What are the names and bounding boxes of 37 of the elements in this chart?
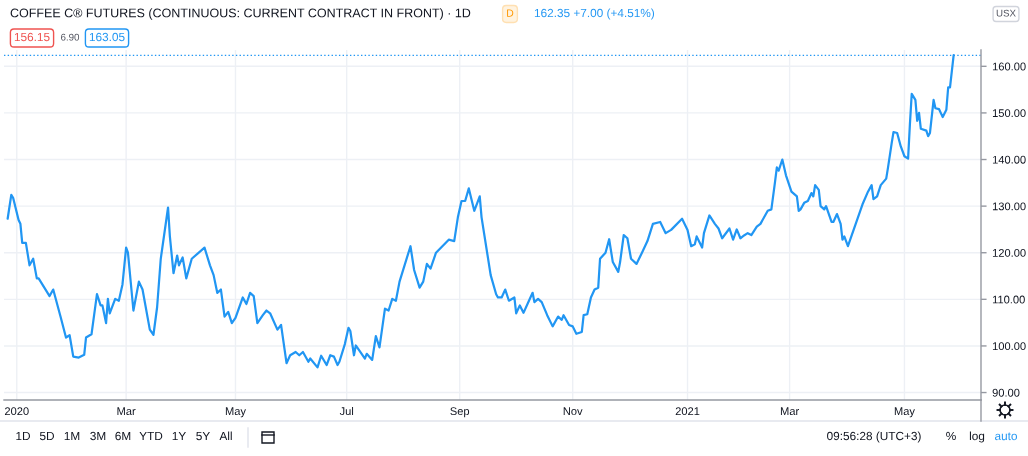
x-tick-label: Sep (450, 407, 470, 418)
x-tick-label: Mar (780, 407, 799, 416)
text: All (219, 431, 232, 441)
x-tick-label: May (225, 407, 246, 418)
text: 3M (90, 431, 106, 441)
x-tick-label: Jul (339, 406, 354, 416)
y-tick-label: 110.00 (992, 295, 1025, 304)
text: 1Y (172, 431, 186, 441)
text: 1D (16, 431, 30, 441)
x-tick-label: 2021 (675, 407, 700, 416)
text: log (969, 431, 985, 443)
text: 6M (115, 431, 131, 441)
text: 163.05 (89, 32, 125, 42)
x-tick-label: 2020 (4, 407, 29, 416)
y-tick-label: 160.00 (992, 62, 1026, 71)
text: 09:56:28 (UTC+3) (827, 431, 921, 443)
chart-subtitle: 162.35 +7.00 (+4.51%) (534, 8, 655, 20)
y-tick-label: 130.00 (992, 202, 1026, 211)
y-tick-label: 120.00 (992, 249, 1026, 257)
y-tick-label: 100.00 (992, 342, 1026, 351)
text: % (946, 431, 956, 441)
text: 5Y (196, 431, 210, 441)
x-tick-label: Mar (117, 407, 136, 416)
text: 1M (64, 431, 80, 441)
text: auto (995, 432, 1017, 441)
y-tick-label: 150.00 (992, 109, 1026, 118)
chart-title: COFFEE C® FUTURES (CONTINUOUS: CURRENT CONTRACT IN FRONT) · 1D (10, 8, 471, 20)
text: 156.15 (14, 32, 50, 42)
y-tick-label: 90.00 (992, 388, 1020, 397)
text: 6.90 (61, 33, 80, 41)
y-tick-label: 140.00 (992, 155, 1026, 164)
text: USX (996, 9, 1016, 17)
text: YTD (139, 431, 163, 441)
x-tick-label: Nov (563, 407, 583, 416)
text: D (507, 9, 514, 17)
x-tick-label: May (894, 407, 915, 418)
text: 5D (39, 431, 54, 441)
